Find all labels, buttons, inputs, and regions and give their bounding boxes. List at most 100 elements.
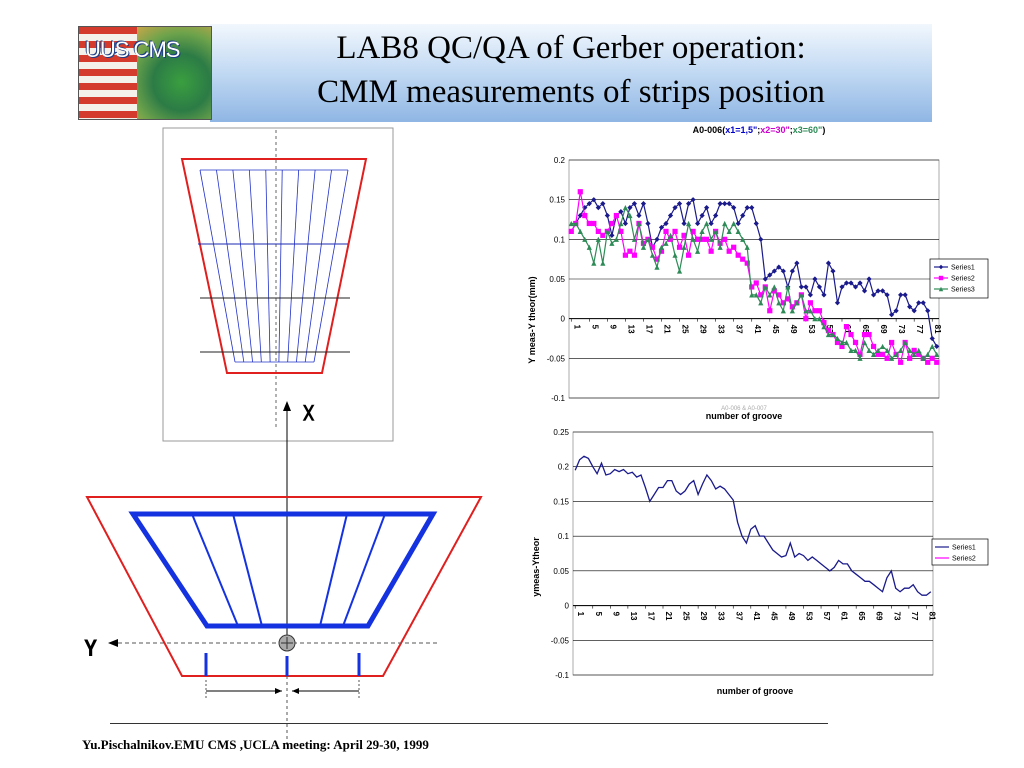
c1-point-s3 — [676, 268, 683, 274]
chart1-title: A0-006(x1=1,5";x2=30";x3=60") — [693, 125, 826, 135]
c2-legend-label: Series1 — [952, 545, 976, 552]
c1-point-s2 — [870, 343, 877, 350]
c1-point-s3 — [749, 292, 755, 298]
c1-point-s1 — [816, 284, 823, 290]
c1-point-s3 — [870, 351, 877, 357]
c1-point-s3 — [934, 351, 940, 357]
c1-point-s1 — [920, 300, 926, 306]
c1-point-s3 — [654, 264, 660, 270]
c1-point-s3 — [582, 236, 588, 242]
c1-point-s1 — [654, 236, 660, 242]
c1-point-s3 — [821, 324, 827, 330]
c1-point-s2 — [699, 236, 705, 242]
c1-point-s3 — [758, 300, 764, 306]
c1-point-s3 — [929, 343, 935, 350]
c1-point-s3 — [609, 240, 615, 246]
c1-x-tick-label: 1 — [572, 325, 581, 330]
c1-legend-label: Series2 — [951, 276, 975, 283]
c1-point-s3 — [681, 244, 687, 250]
strip-diagram: X Y — [84, 127, 483, 745]
chart1-watermark: A0-006 & A0-007 — [721, 406, 767, 412]
c1-point-s2 — [735, 252, 741, 258]
strip-frame-lower — [128, 511, 438, 629]
c1-point-s3 — [875, 347, 881, 353]
c1-point-s2 — [816, 308, 823, 314]
c2-x-tick-label: 61 — [840, 612, 849, 621]
c1-point-s3 — [685, 220, 692, 227]
c1-x-tick-label: 81 — [933, 325, 942, 334]
c1-point-s3 — [604, 228, 610, 234]
c1-point-s2 — [640, 240, 647, 246]
c1-point-s3 — [744, 244, 750, 250]
strip-line-1 — [199, 169, 236, 363]
c1-x-tick-label: 25 — [681, 325, 690, 334]
chart1-grid — [568, 159, 940, 399]
c2-plot-area — [572, 431, 934, 676]
c1-point-s1 — [586, 201, 592, 207]
c1-x-tick-label: 69 — [879, 325, 888, 334]
c1-point-s3 — [812, 316, 818, 322]
c2-x-tick-label: 29 — [699, 612, 708, 621]
c1-point-s2 — [834, 339, 841, 346]
c1-point-s3 — [622, 205, 629, 211]
c1-point-s1 — [749, 205, 755, 211]
c1-point-s1 — [848, 280, 854, 286]
c1-point-s1 — [636, 212, 642, 219]
c1-point-s3 — [631, 236, 638, 242]
chart1-y-label: Y meas-Y theor(mm) — [527, 276, 537, 363]
c2-legend-label: Series2 — [952, 556, 976, 563]
c1-point-s2 — [582, 212, 588, 219]
detail-box — [162, 127, 394, 442]
c1-point-s3 — [618, 220, 624, 227]
c1-point-s3 — [704, 220, 710, 227]
c1-point-s3 — [830, 331, 836, 338]
c1-point-s3 — [762, 284, 768, 290]
c1-point-s1 — [834, 300, 841, 306]
c1-point-s2 — [821, 320, 827, 326]
c2-x-tick-label: 33 — [717, 612, 726, 621]
strip-line-9 — [304, 169, 332, 363]
c1-y-tick-label: 0.05 — [549, 275, 565, 284]
c1-point-s3 — [789, 308, 795, 314]
c1-x-tick-label: 77 — [915, 325, 924, 334]
strip-line-3 — [232, 169, 253, 363]
c2-series-line-1 — [574, 455, 932, 596]
c1-point-s1 — [889, 312, 895, 318]
c2-x-tick-label: 37 — [734, 612, 743, 621]
strip-lower-1 — [191, 513, 239, 627]
c2-y-tick-label: -0.05 — [551, 636, 570, 645]
c2-x-tick-label: 69 — [875, 612, 884, 621]
c1-x-tick-label: 21 — [663, 325, 672, 334]
c1-point-s3 — [776, 300, 782, 306]
c1-point-s2 — [879, 351, 886, 357]
c2-x-tick-label: 5 — [594, 612, 603, 617]
c1-point-s2 — [785, 296, 791, 302]
c1-y-tick-label: -0.1 — [551, 394, 565, 403]
c1-legend-label: Series1 — [951, 265, 975, 272]
chart2-y-label: ymeas-Ytheor — [531, 537, 541, 597]
c1-point-s2 — [704, 236, 710, 242]
c2-x-tick-label: 25 — [682, 612, 691, 621]
c1-point-s2 — [749, 284, 755, 290]
c1-point-s3 — [879, 343, 886, 350]
c1-point-s2 — [708, 248, 714, 254]
c1-point-s1 — [807, 292, 814, 298]
title-line-2: CMM measurements of strips position — [317, 74, 825, 110]
c1-point-s3 — [803, 308, 809, 314]
footer-text: Yu.Pischalnikov.EMU CMS ,UCLA meeting: A… — [82, 737, 429, 752]
c2-y-tick-label: 0.25 — [553, 428, 569, 437]
chart2-series — [574, 455, 932, 596]
c1-x-tick-label: 5 — [590, 325, 599, 330]
c1-x-tick-label: 13 — [626, 325, 635, 334]
c1-point-s1 — [731, 205, 737, 211]
c1-point-s2 — [780, 300, 786, 306]
c1-point-s1 — [681, 220, 687, 227]
c1-point-s2 — [889, 339, 895, 346]
c1-point-s1 — [663, 220, 669, 227]
c1-point-s3 — [672, 252, 678, 258]
c1-point-s2 — [654, 256, 660, 262]
c1-point-s3 — [595, 236, 601, 242]
c1-point-s3 — [726, 228, 732, 234]
c1-point-s3 — [627, 212, 633, 219]
